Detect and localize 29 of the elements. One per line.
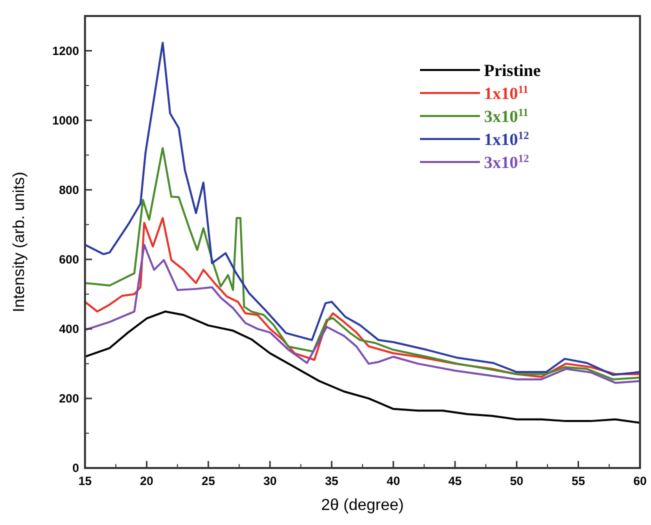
y-tick-label: 1200: [52, 44, 80, 58]
x-tick-label: 25: [202, 474, 216, 488]
x-tick-label: 60: [633, 474, 647, 488]
x-tick-label: 55: [572, 474, 586, 488]
line-series: [84, 147, 641, 380]
x-tick-label: 45: [448, 474, 462, 488]
line-series: [84, 42, 641, 376]
x-tick-label: 20: [140, 474, 154, 488]
line-series: [84, 244, 641, 384]
line-series: [84, 310, 641, 424]
x-axis-title: 2θ (degree): [321, 497, 404, 514]
x-tick-label: 15: [78, 474, 92, 488]
legend-label: 1x10$^{11}$: [484, 84, 528, 103]
legend-label: 3x10$^{12}$: [484, 153, 530, 172]
y-tick-label: 1000: [52, 113, 80, 128]
legend-label: 1x10$^{12}$: [484, 130, 530, 149]
line-series: [84, 217, 641, 378]
x-tick-label: 35: [324, 474, 339, 488]
legend-label: 3x10$^{11}$: [484, 107, 528, 126]
x-tick-label: 30: [263, 474, 277, 488]
y-tick-label: 200: [58, 391, 80, 406]
y-tick-label: 0: [72, 461, 80, 475]
x-tick-label: 40: [386, 474, 400, 488]
x-tick-label: 50: [510, 474, 524, 488]
y-tick-label: 800: [58, 182, 80, 197]
y-axis-title: Intensity (arb. units): [11, 172, 28, 312]
y-tick-label: 600: [58, 252, 80, 266]
y-tick-label: 400: [58, 322, 80, 336]
legend-label: Pristine: [484, 61, 542, 80]
